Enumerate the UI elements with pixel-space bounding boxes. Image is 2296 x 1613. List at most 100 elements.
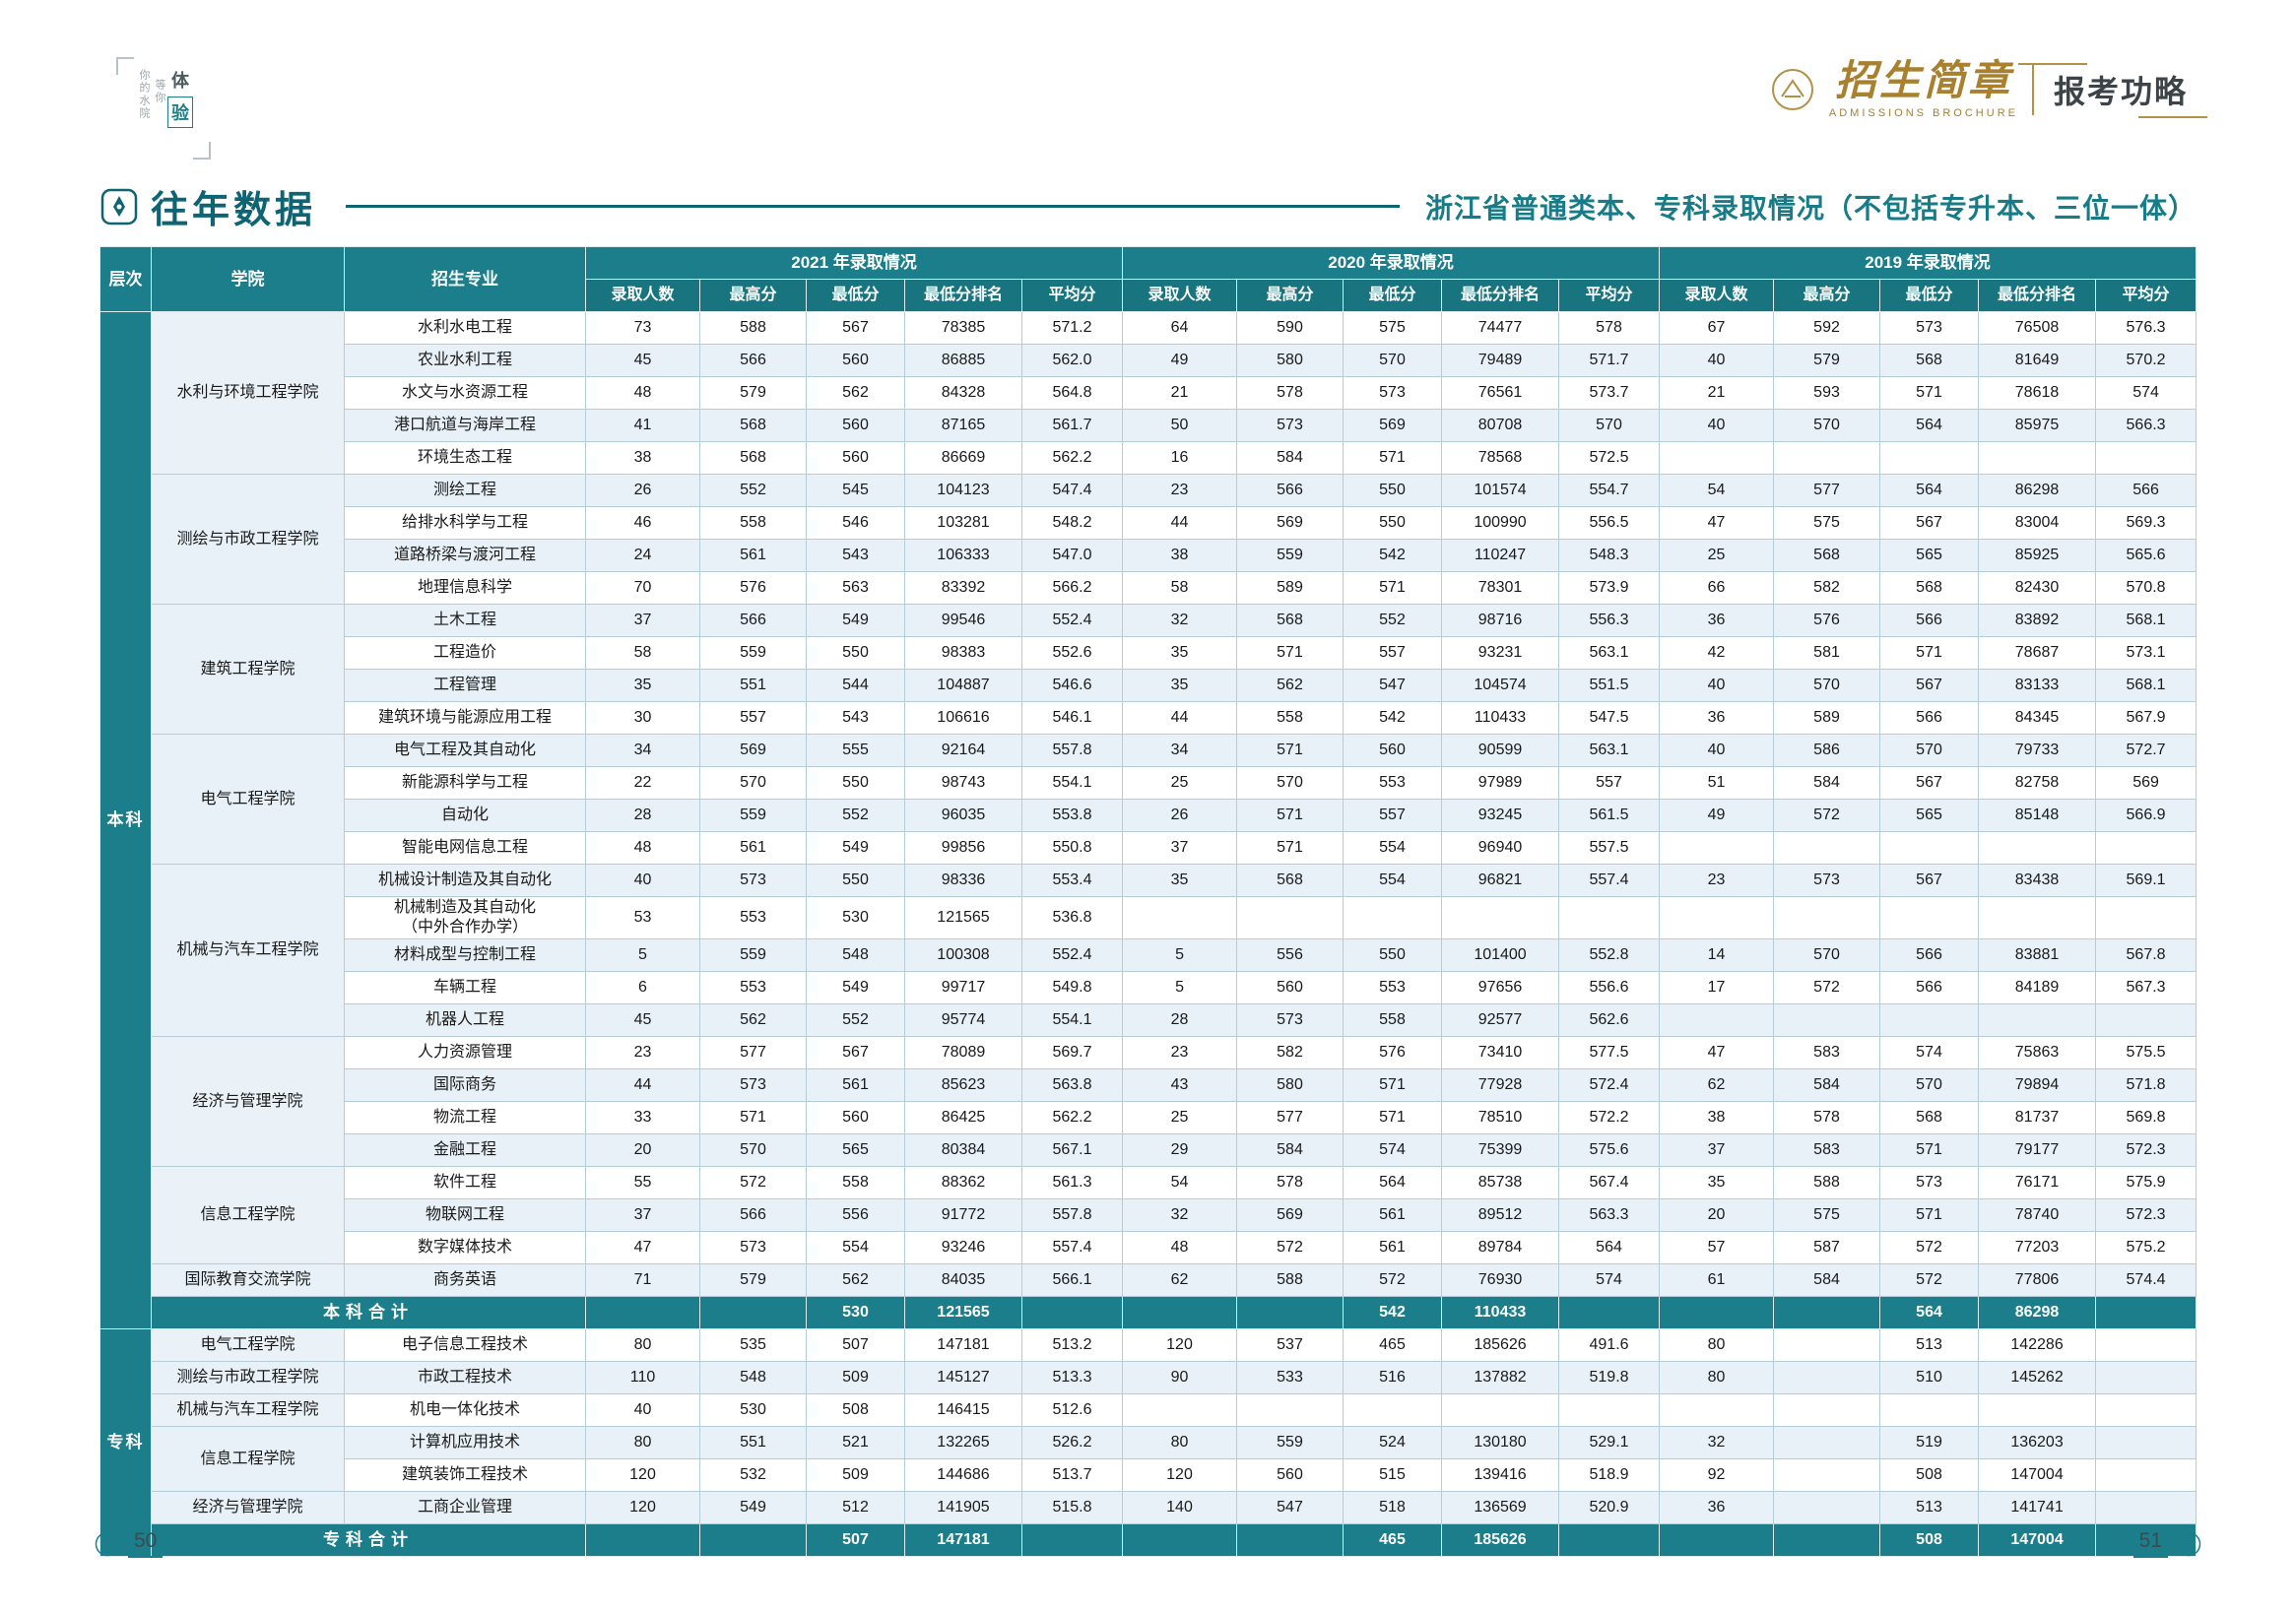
footer-right: 51 bbox=[2132, 1529, 2201, 1558]
value-cell: 567.4 bbox=[1558, 1166, 1661, 1199]
value-cell: 552 bbox=[806, 799, 905, 832]
footer-left: 50 bbox=[95, 1529, 164, 1558]
value-cell: 92577 bbox=[1441, 1003, 1560, 1037]
value-cell: 86425 bbox=[904, 1101, 1022, 1134]
table-row: 专科 电气工程学院 电子信息工程技术 80 535 507 147181 513.2 120 53… bbox=[99, 1328, 2198, 1557]
major-cell: 环境生态工程 bbox=[344, 441, 586, 475]
value-cell bbox=[1978, 831, 2097, 865]
value-cell: 58 bbox=[1122, 571, 1238, 605]
value-cell: 67 bbox=[1659, 311, 1775, 345]
value-cell: 580 bbox=[1236, 344, 1345, 377]
college-cell: 电气工程学院 bbox=[151, 734, 345, 865]
value-cell: 562.2 bbox=[1020, 441, 1124, 475]
major-cell: 地理信息科学 bbox=[344, 571, 586, 605]
major-cell: 车辆工程 bbox=[344, 971, 586, 1004]
subtotal-value: 185626 bbox=[1441, 1523, 1560, 1557]
value-cell: 513 bbox=[1879, 1491, 1980, 1524]
value-cell: 44 bbox=[1122, 701, 1238, 735]
value-cell: 572.7 bbox=[2095, 734, 2198, 767]
value-cell: 554.1 bbox=[1020, 1003, 1124, 1037]
value-cell: 83438 bbox=[1978, 864, 2097, 897]
value-cell: 521 bbox=[806, 1426, 905, 1459]
header-metric: 最低分排名 bbox=[1441, 279, 1560, 312]
value-cell: 54 bbox=[1122, 1166, 1238, 1199]
value-cell: 48 bbox=[1122, 1231, 1238, 1264]
value-cell: 546.6 bbox=[1020, 669, 1124, 702]
level-cell: 专科 bbox=[99, 1328, 152, 1557]
value-cell: 137882 bbox=[1441, 1361, 1560, 1394]
table-row: 港口航道与海岸工程 41 568 560 87165 561.7 50 573 569 80708… bbox=[100, 409, 2198, 442]
value-cell: 77806 bbox=[1978, 1263, 2097, 1297]
value-cell: 98336 bbox=[904, 864, 1022, 897]
value-cell: 32 bbox=[1122, 1198, 1238, 1232]
value-cell: 568 bbox=[1773, 539, 1881, 572]
value-cell: 568 bbox=[1879, 1101, 1980, 1134]
value-cell: 57 bbox=[1659, 1231, 1775, 1264]
value-cell: 552.4 bbox=[1020, 938, 1124, 972]
value-cell: 96035 bbox=[904, 799, 1022, 832]
value-cell: 44 bbox=[1122, 506, 1238, 540]
value-cell: 21 bbox=[1659, 376, 1775, 410]
table-row: 物流工程 33 571 560 86425 562.2 25 577 571 78510 572.2… bbox=[100, 1101, 2198, 1134]
value-cell: 507 bbox=[806, 1328, 905, 1362]
value-cell: 40 bbox=[585, 1393, 700, 1427]
value-cell: 76508 bbox=[1978, 311, 2097, 345]
value-cell bbox=[1236, 1393, 1345, 1427]
major-cell: 工程管理 bbox=[344, 669, 586, 702]
value-cell: 565 bbox=[1879, 539, 1980, 572]
value-cell: 553 bbox=[1343, 766, 1443, 800]
value-cell: 554.1 bbox=[1020, 766, 1124, 800]
value-cell: 577 bbox=[1236, 1101, 1345, 1134]
college-cell: 建筑工程学院 bbox=[151, 604, 345, 735]
major-cell: 水利水电工程 bbox=[344, 311, 586, 345]
table-row: 经济与管理学院 工商企业管理 120 549 512 141905 515.8 140 547 5… bbox=[100, 1491, 2198, 1524]
value-cell: 560 bbox=[806, 344, 905, 377]
value-cell: 513 bbox=[1879, 1328, 1980, 1362]
value-cell: 533 bbox=[1236, 1361, 1345, 1394]
subtotal-value: 147181 bbox=[904, 1523, 1022, 1557]
value-cell: 83392 bbox=[904, 571, 1022, 605]
value-cell: 568 bbox=[699, 441, 807, 475]
brand-tagline-wrap: 报考功略 bbox=[2017, 57, 2208, 122]
header-metric: 最高分 bbox=[1773, 279, 1881, 312]
value-cell: 91772 bbox=[904, 1198, 1022, 1232]
subtotal-value bbox=[2095, 1296, 2198, 1329]
subtotal-row: 专科合计 507 147181 465 185626 508 147004 bbox=[100, 1523, 2198, 1557]
value-cell: 86885 bbox=[904, 344, 1022, 377]
value-cell: 28 bbox=[1122, 1003, 1238, 1037]
value-cell: 85925 bbox=[1978, 539, 2097, 572]
value-cell: 562 bbox=[1236, 669, 1345, 702]
subtotal-value: 86298 bbox=[1978, 1296, 2097, 1329]
value-cell: 556.5 bbox=[1558, 506, 1661, 540]
value-cell: 570 bbox=[1879, 734, 1980, 767]
major-cell: 水文与水资源工程 bbox=[344, 376, 586, 410]
value-cell: 80384 bbox=[904, 1133, 1022, 1167]
value-cell: 70 bbox=[585, 571, 700, 605]
value-cell: 90599 bbox=[1441, 734, 1560, 767]
value-cell: 37 bbox=[1659, 1133, 1775, 1167]
corner-char: 体 bbox=[171, 71, 189, 91]
title-divider-line bbox=[346, 205, 1400, 208]
value-cell: 558 bbox=[699, 506, 807, 540]
value-cell: 562 bbox=[699, 1003, 807, 1037]
major-cell: 农业水利工程 bbox=[344, 344, 586, 377]
value-cell: 566 bbox=[1879, 604, 1980, 637]
value-cell: 97989 bbox=[1441, 766, 1560, 800]
college-cell: 电气工程学院 bbox=[151, 1328, 345, 1362]
value-cell: 28 bbox=[585, 799, 700, 832]
value-cell: 570 bbox=[1558, 409, 1661, 442]
value-cell: 575.5 bbox=[2095, 1036, 2198, 1069]
value-cell: 571 bbox=[1343, 571, 1443, 605]
value-cell: 86298 bbox=[1978, 474, 2097, 507]
value-cell: 80 bbox=[1122, 1426, 1238, 1459]
value-cell: 80 bbox=[1659, 1361, 1775, 1394]
value-cell: 520.9 bbox=[1558, 1491, 1661, 1524]
value-cell: 104123 bbox=[904, 474, 1022, 507]
value-cell: 583 bbox=[1773, 1036, 1881, 1069]
value-cell: 560 bbox=[806, 441, 905, 475]
value-cell: 106333 bbox=[904, 539, 1022, 572]
value-cell: 508 bbox=[1879, 1458, 1980, 1492]
value-cell: 556 bbox=[806, 1198, 905, 1232]
subtotal-value: 465 bbox=[1343, 1523, 1443, 1557]
value-cell: 572 bbox=[1236, 1231, 1345, 1264]
